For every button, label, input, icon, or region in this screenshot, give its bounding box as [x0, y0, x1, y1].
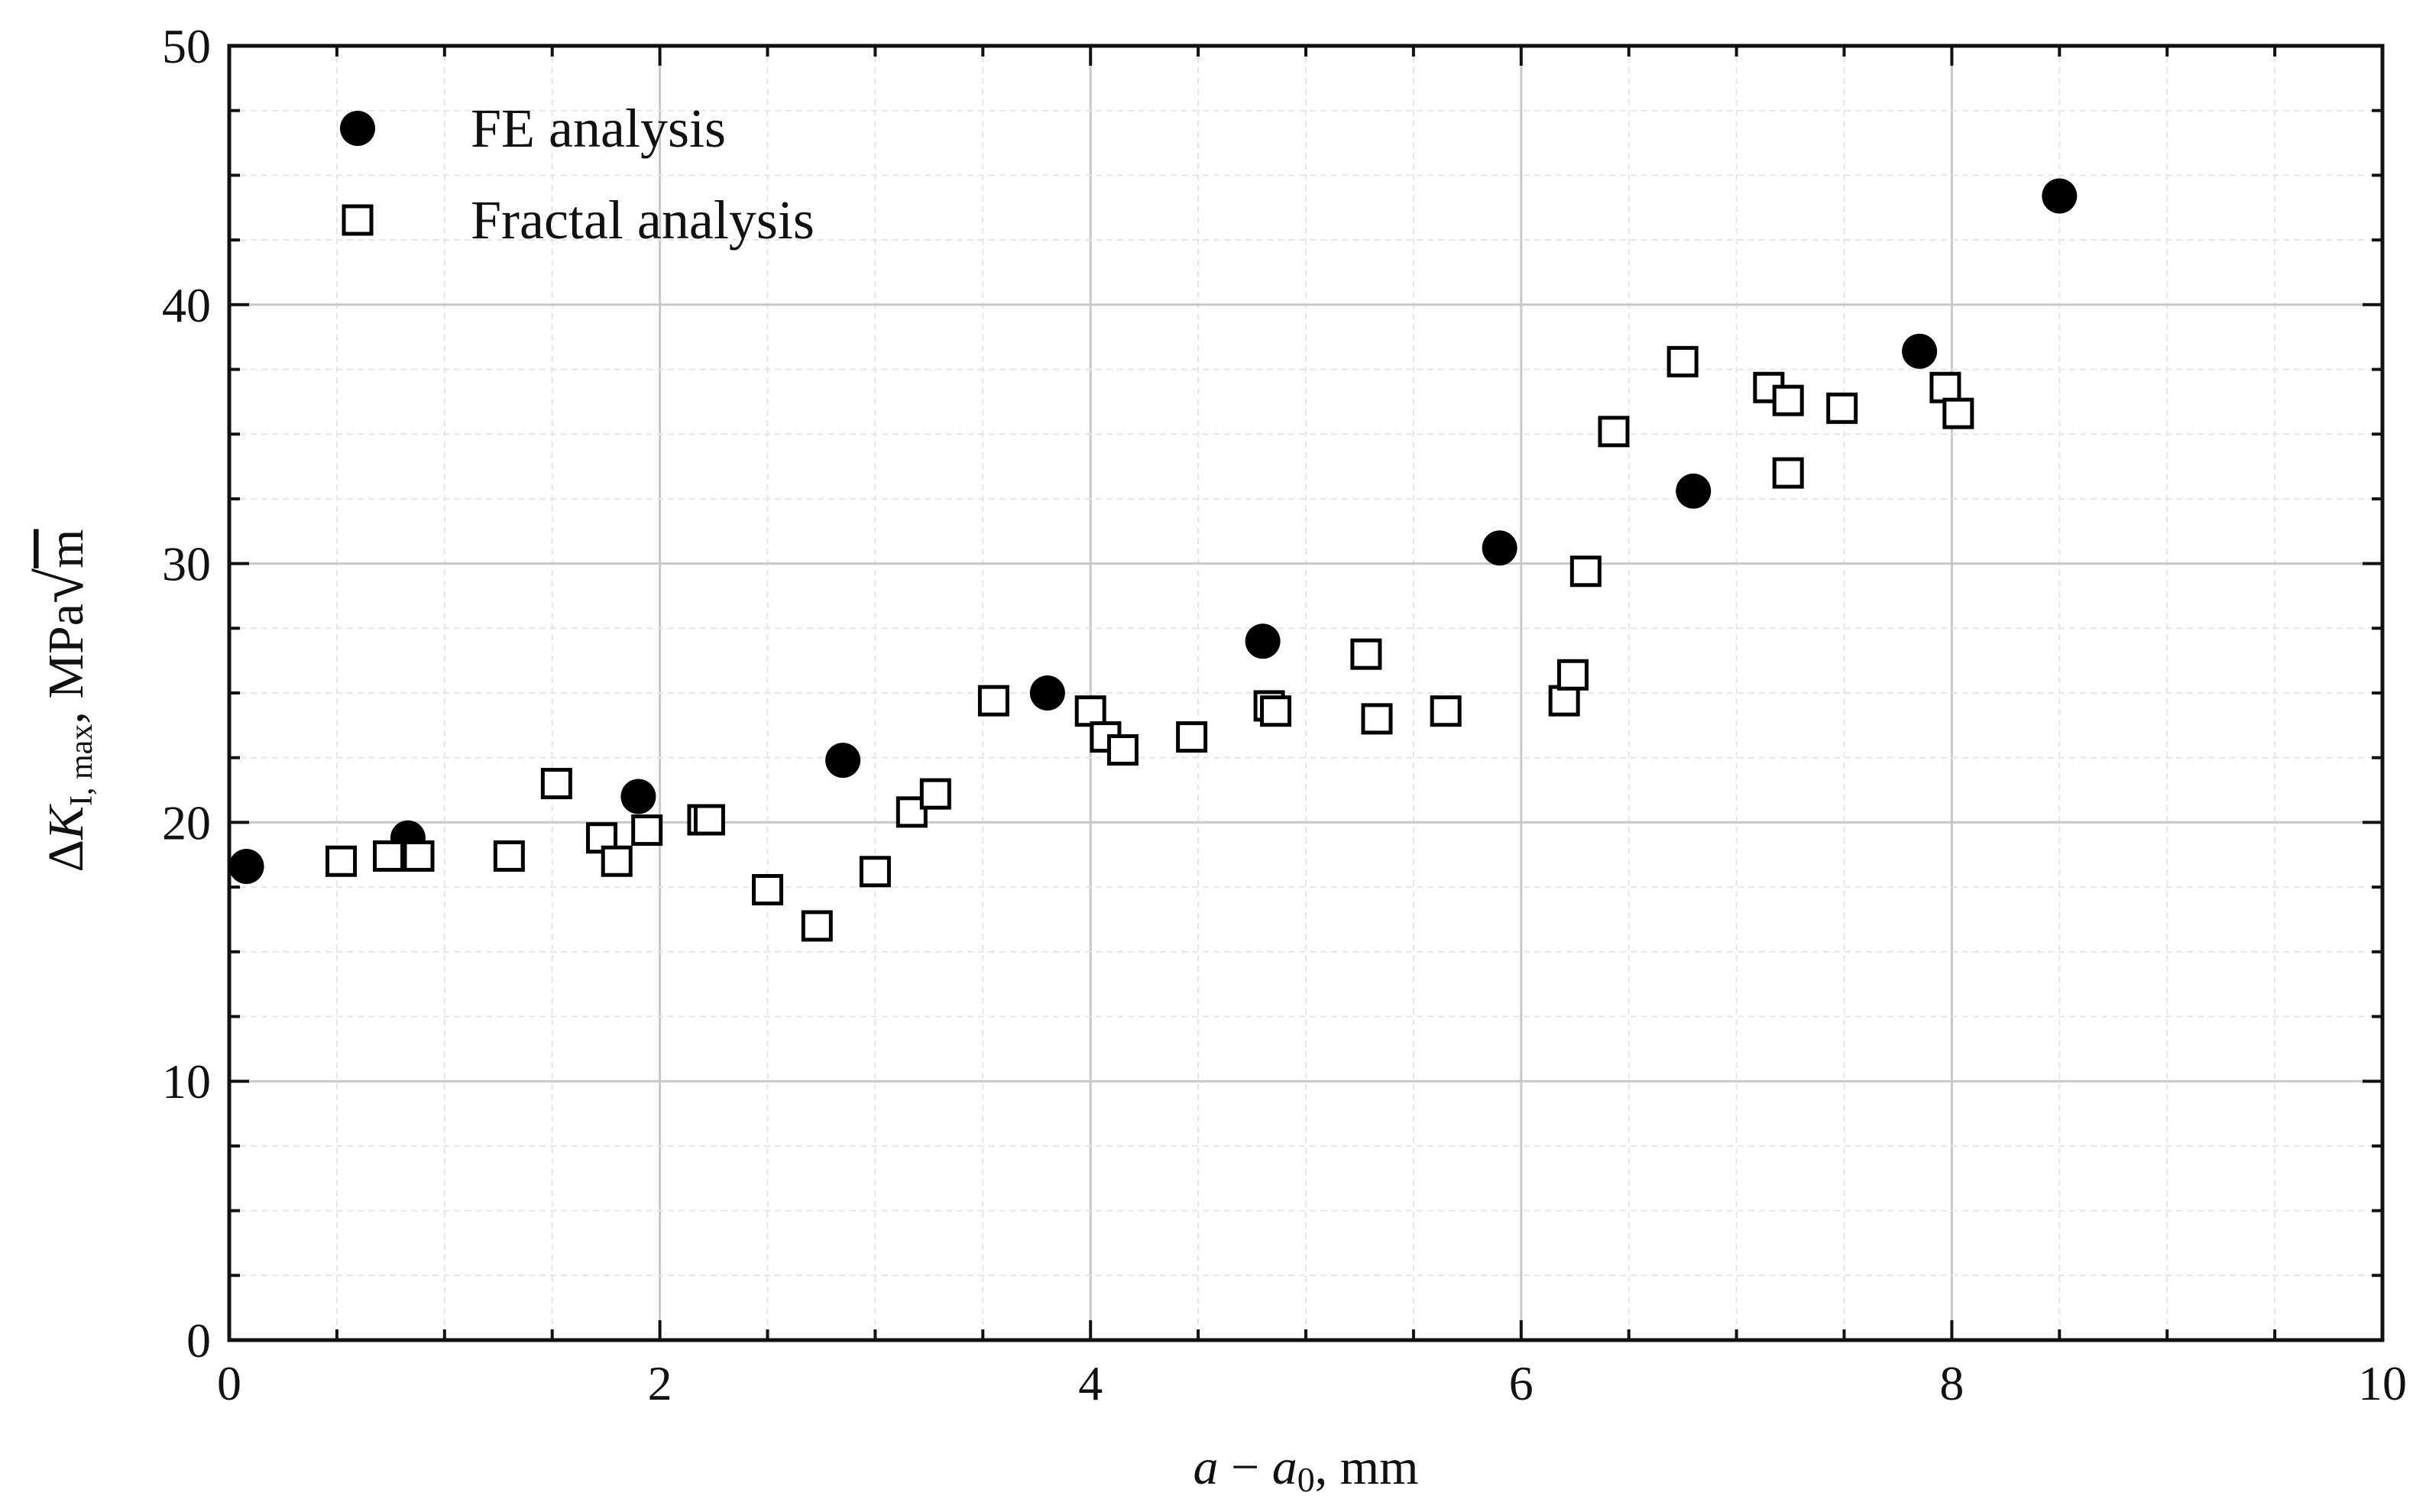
- legend-marker-fe: [340, 111, 375, 146]
- fractal-point: [1826, 392, 1858, 424]
- x-tick-label: 8: [1939, 1356, 1964, 1410]
- legend-label: Fractal analysis: [471, 189, 815, 251]
- x-axis-sub: 0: [1297, 1460, 1315, 1499]
- fractal-point: [693, 804, 725, 836]
- fractal-point: [919, 778, 951, 810]
- x-tick-label: 0: [217, 1356, 241, 1410]
- fractal-point: [1598, 416, 1630, 448]
- fractal-point: [1556, 659, 1589, 691]
- data-points: [228, 178, 2078, 942]
- legend-label: FE analysis: [471, 98, 726, 159]
- y-tick-label: 20: [162, 795, 211, 850]
- x-axis-minus: −: [1219, 1439, 1272, 1495]
- fractal-point: [1430, 695, 1462, 727]
- y-axis-title-text: ΔKI, max, MPa√m: [26, 529, 99, 873]
- fractal-point: [1942, 397, 1974, 429]
- y-tick-label: 50: [162, 19, 211, 73]
- x-tick-label: 2: [648, 1356, 672, 1410]
- fractal-point: [801, 910, 833, 942]
- grid: [228, 44, 2384, 1342]
- x-tick-label: 6: [1509, 1356, 1534, 1410]
- fractal-point: [1666, 345, 1699, 377]
- fe-point: [1029, 675, 1065, 711]
- fe-point: [2042, 178, 2078, 214]
- fractal-point: [493, 840, 525, 872]
- y-axis-unit: , MPa: [38, 604, 94, 724]
- fractal-point: [1361, 703, 1393, 735]
- series-fractal-analysis: [326, 345, 1974, 942]
- x-axis-title: a − a0, mm: [1194, 1439, 1419, 1499]
- y-axis-delta: Δ: [38, 840, 94, 872]
- y-tick-labels: 0 10 20 30 40 50: [162, 19, 211, 1368]
- fractal-point: [1074, 695, 1106, 727]
- fe-point: [1676, 473, 1712, 509]
- plot-frame: [227, 44, 2385, 1342]
- y-tick-label: 10: [162, 1054, 211, 1109]
- fractal-point: [859, 856, 891, 888]
- legend: FE analysis Fractal analysis: [340, 98, 815, 251]
- x-axis-var-a0: a: [1272, 1439, 1297, 1495]
- x-tick-label: 10: [2358, 1356, 2407, 1410]
- fractal-point: [1260, 695, 1292, 727]
- x-axis-unit: , mm: [1315, 1439, 1419, 1495]
- fractal-point: [403, 840, 435, 872]
- y-tick-label: 0: [186, 1313, 211, 1368]
- fe-point: [825, 743, 861, 779]
- fe-point: [1245, 623, 1281, 659]
- fractal-point: [1176, 721, 1208, 753]
- fractal-point: [752, 873, 783, 905]
- y-axis-sub: I, max: [64, 724, 99, 806]
- x-tick-labels: 0 2 4 6 8 10: [217, 1356, 2407, 1410]
- fractal-point: [1772, 384, 1804, 416]
- fractal-point: [896, 796, 928, 828]
- fe-point: [1902, 333, 1938, 369]
- fe-point: [620, 779, 656, 814]
- fractal-point: [1350, 638, 1382, 670]
- y-tick-label: 40: [162, 278, 211, 332]
- legend-marker-fractal: [342, 204, 374, 236]
- y-axis-root: m: [38, 529, 94, 568]
- fe-point: [1482, 530, 1517, 566]
- x-axis-var-a: a: [1194, 1439, 1219, 1495]
- x-tick-label: 4: [1078, 1356, 1103, 1410]
- y-tick-label: 30: [162, 537, 211, 591]
- fractal-point: [977, 685, 1009, 717]
- fractal-point: [373, 840, 405, 872]
- fractal-point: [1772, 457, 1804, 489]
- fractal-point: [601, 845, 633, 877]
- fractal-point: [631, 814, 663, 847]
- fractal-point: [1548, 685, 1580, 717]
- fe-point: [228, 848, 264, 884]
- fractal-point: [1929, 371, 1961, 403]
- fractal-point: [540, 768, 572, 800]
- fractal-point: [1106, 734, 1139, 766]
- y-axis-var-k: K: [38, 804, 94, 840]
- fractal-point: [326, 845, 358, 877]
- y-axis-sqrt: √: [26, 568, 97, 604]
- fractal-point: [1569, 555, 1602, 588]
- y-axis-title: ΔKI, max, MPa√m: [26, 529, 99, 873]
